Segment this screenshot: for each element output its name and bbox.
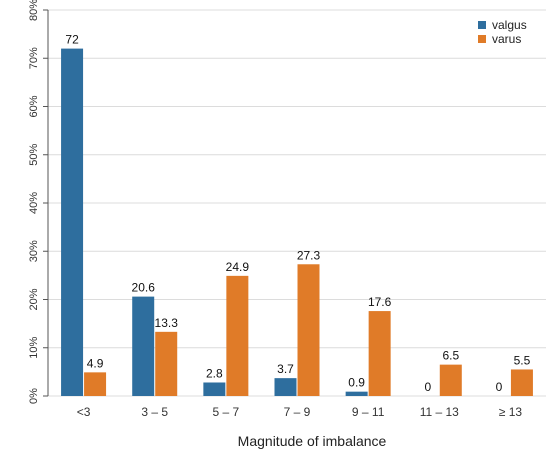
bar-valgus <box>274 378 297 396</box>
bar-valgus <box>345 391 368 396</box>
x-tick-label: 5 – 7 <box>213 405 240 419</box>
bars <box>61 48 533 396</box>
y-tick-label: 50% <box>28 144 40 166</box>
bar-varus <box>368 311 391 396</box>
bar-varus <box>84 372 107 396</box>
data-label-varus: 17.6 <box>368 295 392 309</box>
data-label-valgus: 0 <box>496 380 503 394</box>
data-label-varus: 4.9 <box>87 356 104 370</box>
data-label-varus: 27.3 <box>297 248 321 262</box>
x-axis-title: Magnitude of imbalance <box>238 433 387 449</box>
data-label-valgus: 0 <box>424 380 431 394</box>
y-tick-label: 10% <box>28 337 40 359</box>
data-label-valgus: 0.9 <box>348 376 365 390</box>
data-label-varus: 6.5 <box>442 349 459 363</box>
data-label-varus: 13.3 <box>155 316 179 330</box>
y-tick-label: 70% <box>28 47 40 69</box>
data-label-valgus: 72 <box>65 33 79 47</box>
legend-swatch-valgus <box>478 21 486 29</box>
bar-varus <box>226 275 249 396</box>
legend-swatch-varus <box>478 35 486 43</box>
y-tick-label: 80% <box>28 0 40 21</box>
y-tick-label: 0% <box>28 388 40 404</box>
y-axis: 0% 10% 20% 30% 40% 50% 60% 70% 80% <box>28 0 49 404</box>
x-tick-label: ≥ 13 <box>499 405 523 419</box>
x-tick-label: 11 – 13 <box>420 405 459 419</box>
legend-label-varus: varus <box>492 32 521 46</box>
legend-label-valgus: valgus <box>492 18 527 32</box>
bar-varus <box>155 331 178 396</box>
y-tick-label: 20% <box>28 288 40 310</box>
x-tick-label: 9 – 11 <box>352 405 385 419</box>
data-labels: 724.920.613.32.824.93.727.30.917.606.505… <box>65 33 530 394</box>
bar-valgus <box>203 382 226 396</box>
x-tick-label: 3 – 5 <box>141 405 168 419</box>
y-tick-label: 60% <box>28 95 40 117</box>
data-label-valgus: 3.7 <box>277 362 294 376</box>
x-tick-label: <3 <box>77 405 91 419</box>
x-tick-label: 7 – 9 <box>284 405 311 419</box>
bar-valgus <box>132 296 155 396</box>
bar-varus <box>510 369 533 396</box>
data-label-varus: 24.9 <box>226 260 250 274</box>
data-label-valgus: 2.8 <box>206 366 223 380</box>
bar-varus <box>439 364 462 396</box>
y-tick-label: 30% <box>28 240 40 262</box>
data-label-varus: 5.5 <box>514 353 531 367</box>
bar-varus <box>297 264 320 396</box>
bar-valgus <box>61 48 84 396</box>
y-tick-label: 40% <box>28 192 40 214</box>
data-label-valgus: 20.6 <box>132 281 156 295</box>
x-axis: <3 3 – 5 5 – 7 7 – 9 9 – 11 11 – 13 ≥ 13 <box>77 405 523 419</box>
gridlines <box>48 9 546 397</box>
